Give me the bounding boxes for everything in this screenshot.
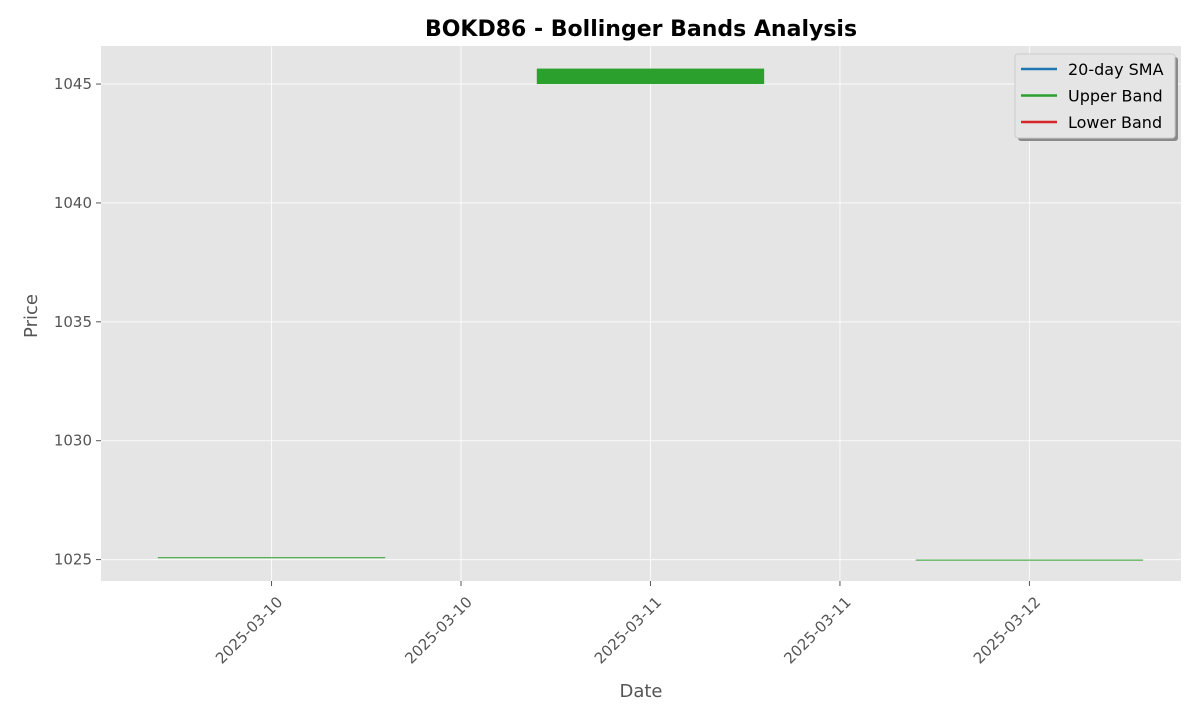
candle-body <box>915 559 1144 561</box>
y-axis-title: Price <box>21 294 42 338</box>
chart-title: BOKD86 - Bollinger Bands Analysis <box>425 17 857 42</box>
candle-body <box>157 557 386 559</box>
x-tick-label: 2025-03-11 <box>780 593 854 667</box>
y-tick-label: 1045 <box>54 75 92 93</box>
x-axis-title: Date <box>619 681 662 702</box>
candles <box>157 68 1144 561</box>
legend-label: Lower Band <box>1068 113 1162 132</box>
grid <box>101 46 1181 581</box>
y-tick-label: 1035 <box>54 313 92 331</box>
legend-box <box>1014 53 1176 139</box>
x-tick-label: 2025-03-10 <box>212 593 286 667</box>
plot-area <box>101 46 1181 581</box>
candle-body <box>536 68 765 85</box>
x-tick-label: 2025-03-12 <box>970 593 1044 667</box>
legend: 20-day SMA Upper Band Lower Band <box>1014 53 1178 141</box>
x-tick-label: 2025-03-11 <box>591 593 665 667</box>
legend-label: Upper Band <box>1068 87 1163 106</box>
y-tick-label: 1030 <box>54 432 92 450</box>
legend-label: 20-day SMA <box>1068 60 1164 79</box>
x-tick-label: 2025-03-10 <box>401 593 475 667</box>
y-tick-label: 1025 <box>54 551 92 569</box>
y-tick-label: 1040 <box>54 194 92 212</box>
